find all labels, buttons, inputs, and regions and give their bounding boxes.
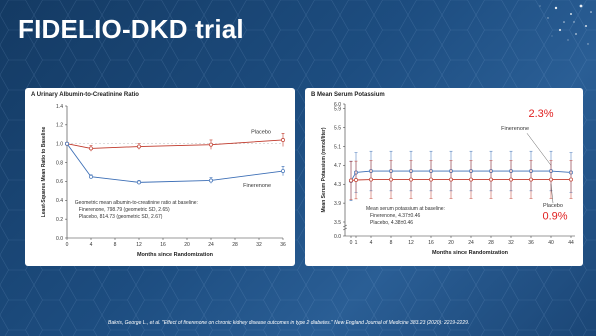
- annotation-line: Placebo, 4.38±0.46: [370, 220, 413, 226]
- citation-text: Bakris, George L., et al. "Effect of fin…: [108, 320, 470, 326]
- series-line-finerenone: [66, 143, 284, 183]
- panel-b-title: B Mean Serum Potassium: [311, 92, 385, 98]
- annotation-line: Finerenone, 4.37±0.46: [370, 213, 421, 219]
- x-tick-label: 8: [390, 240, 393, 246]
- y-tick-label: 1.4: [56, 104, 63, 110]
- data-point-finerenone: [281, 169, 285, 174]
- y-tick-label: 0.6: [56, 179, 63, 185]
- data-point-placebo: [569, 177, 573, 182]
- data-point-placebo: [509, 177, 513, 182]
- x-tick-label: 0: [66, 242, 69, 248]
- data-point-placebo: [469, 177, 473, 182]
- series-line-placebo: [66, 139, 284, 149]
- data-point-placebo: [529, 177, 533, 182]
- x-tick-label: 8: [114, 242, 117, 248]
- x-tick-label: 36: [280, 242, 286, 248]
- data-point-placebo: [429, 177, 433, 182]
- y-tick-label: 4.7: [334, 163, 341, 169]
- axis-break: [342, 224, 348, 228]
- y-tick-label: 0.2: [56, 217, 63, 223]
- data-point-finerenone: [209, 178, 213, 183]
- data-point-finerenone: [65, 141, 69, 146]
- chart-panel-uacr: A Urinary Albumin-to-Creatinine Ratio 0.…: [25, 88, 295, 266]
- highlight-placebo-pct: 0.9%: [542, 211, 567, 223]
- annotation-line: Placebo, 814.73 (geometric SD, 2.67): [79, 214, 163, 220]
- data-point-placebo: [354, 178, 358, 182]
- x-tick-label: 32: [508, 240, 514, 246]
- highlight-finerenone-pct: 2.3%: [528, 108, 553, 120]
- x-tick-label: 4: [370, 240, 373, 246]
- x-tick-label: 16: [428, 240, 434, 246]
- y-axis-label: Least-Squares Mean Ratio to Baseline: [41, 126, 47, 217]
- panel-a-title: A Urinary Albumin-to-Creatinine Ratio: [31, 92, 139, 98]
- series-label-finerenone: Finerenone: [501, 126, 529, 132]
- data-point-finerenone: [137, 180, 141, 185]
- x-tick-label: 20: [448, 240, 454, 246]
- y-tick-label: 0.8: [56, 160, 63, 166]
- annotation-line: Mean serum potassium at baseline:: [366, 206, 445, 212]
- y-tick-label: 3.5: [334, 220, 341, 226]
- data-point-placebo: [349, 178, 353, 183]
- y-tick-label: 5.1: [334, 144, 341, 150]
- x-tick-label: 32: [256, 242, 262, 248]
- x-tick-label: 4: [90, 242, 93, 248]
- x-tick-label: 0: [350, 240, 353, 246]
- data-point-placebo: [281, 137, 285, 142]
- y-tick-label: 4.3: [334, 182, 341, 188]
- annotation-line: Finerenone, 798.79 (geometric SD, 2.65): [79, 207, 170, 213]
- series-label-placebo: Placebo: [543, 203, 563, 209]
- x-tick-label: 12: [136, 242, 142, 248]
- x-tick-label: 40: [548, 240, 554, 246]
- x-axis-label: Months since Randomization: [432, 250, 509, 256]
- data-point-placebo: [409, 177, 413, 182]
- y-tick-label: 1.2: [56, 123, 63, 129]
- series-label-finerenone: Finerenone: [243, 183, 271, 189]
- series-line-placebo: [350, 179, 571, 181]
- data-point-placebo: [389, 177, 393, 182]
- slide-title: FIDELIO-DKD trial: [18, 14, 244, 44]
- data-point-placebo: [489, 177, 493, 182]
- y-tick-label: 6.0: [334, 102, 341, 108]
- chart-panel-potassium: B Mean Serum Potassium 0.0 3.5 3.9 4.3 4.7 5.…: [305, 88, 583, 266]
- data-point-placebo: [369, 177, 373, 182]
- x-tick-label: 16: [160, 242, 166, 248]
- x-tick-label: 1: [355, 240, 358, 246]
- x-tick-label: 20: [184, 242, 190, 248]
- y-tick-label: 5.9: [334, 107, 341, 113]
- label-leader: [526, 133, 552, 166]
- data-point-placebo: [137, 144, 141, 149]
- axis-break: [342, 227, 348, 231]
- data-point-placebo: [549, 177, 553, 182]
- y-tick-label: 1.0: [56, 142, 63, 148]
- x-tick-label: 24: [468, 240, 474, 246]
- potassium-chart: 0.0 3.5 3.9 4.3 4.7 5.1 5.5 5.96.0 0 1 4 8 12 16 20 24 2…: [321, 102, 575, 256]
- sparkle-decoration: [539, 4, 592, 45]
- series-label-placebo: Placebo: [251, 129, 271, 135]
- y-tick-label: 0.0: [56, 236, 63, 242]
- y-tick-label: 3.9: [334, 201, 341, 207]
- data-point-finerenone: [89, 174, 93, 179]
- y-axis-label: Mean Serum Potassium (mmol/liter): [321, 127, 327, 212]
- x-tick-label: 28: [488, 240, 494, 246]
- annotation-line: Geometric mean albumin-to-creatinine rat…: [75, 200, 198, 206]
- data-point-placebo: [209, 142, 213, 147]
- uacr-chart: 0.0 0.2 0.4 0.6 0.8 1.0 1.2 1.4 0 4 8 12 16 20 24 28 32 3…: [41, 104, 286, 258]
- y-tick-label: 0.4: [56, 198, 63, 204]
- x-tick-label: 12: [408, 240, 414, 246]
- data-point-placebo: [449, 177, 453, 182]
- x-tick-label: 36: [528, 240, 534, 246]
- y-tick-label: 0.0: [334, 234, 341, 240]
- label-leader: [550, 184, 554, 204]
- x-tick-label: 44: [568, 240, 574, 246]
- y-tick-label: 5.5: [334, 125, 341, 131]
- x-tick-label: 24: [208, 242, 214, 248]
- data-point-placebo: [89, 146, 93, 151]
- x-tick-label: 28: [232, 242, 238, 248]
- x-axis-label: Months since Randomization: [137, 252, 214, 258]
